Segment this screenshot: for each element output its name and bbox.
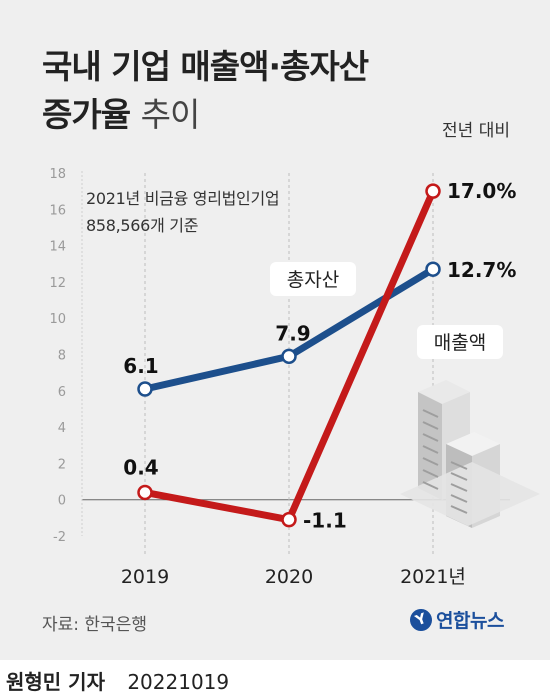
data-label: 7.9 xyxy=(275,321,310,345)
building-illustration xyxy=(400,380,540,528)
x-tick-label: 2020 xyxy=(265,566,313,588)
series-name: 총자산 xyxy=(287,269,339,291)
building-window xyxy=(450,505,468,514)
series-points xyxy=(137,183,441,528)
y-tick-label: 12 xyxy=(49,276,66,291)
agency-logo: Y 연합뉴스 xyxy=(406,605,504,634)
title-line-1: 국내 기업 매출액·총자산 xyxy=(42,47,369,86)
y-tick-label: -2 xyxy=(53,530,66,545)
publish-date: 20221019 xyxy=(127,670,230,694)
callout-box xyxy=(417,325,503,359)
data-point xyxy=(425,183,441,199)
data-point xyxy=(137,484,153,501)
building-window xyxy=(422,445,439,454)
building-window xyxy=(450,461,468,470)
y-tick-label: 10 xyxy=(49,312,66,327)
y-tick-label: 0 xyxy=(58,494,66,509)
note-line-2: 858,566개 기준 xyxy=(86,216,199,235)
y-tick-label: 8 xyxy=(58,349,66,364)
building-window xyxy=(450,472,468,481)
chart-title: 국내 기업 매출액·총자산 xyxy=(42,40,369,88)
callout-box xyxy=(270,262,356,296)
building-window xyxy=(422,457,439,466)
chart-title-line-2: 증가율 추이 xyxy=(42,88,201,136)
line-chart: 18 16 14 12 10 8 6 4 2 0 -2 2019 2020 2021년 6.1 7.9 12… xyxy=(49,167,540,588)
building-window xyxy=(422,421,439,430)
byline: 원형민 기자 20221019 xyxy=(6,666,229,695)
y-tick-label: 18 xyxy=(49,167,66,182)
point-labels: 6.1 7.9 12.7% 0.4 -1.1 17.0% xyxy=(123,179,516,533)
y-tick-label: 6 xyxy=(58,385,66,400)
reporter-name: 원형민 기자 xyxy=(6,670,105,694)
agency-logo-icon: Y xyxy=(406,605,436,634)
data-point xyxy=(425,261,441,277)
data-point xyxy=(281,348,297,365)
data-label: 12.7% xyxy=(447,258,516,282)
data-point xyxy=(281,511,297,528)
y-tick-label: 4 xyxy=(58,421,66,436)
note-line-1: 2021년 비금융 영리법인기업 xyxy=(86,189,280,208)
y-tick-label: 2 xyxy=(58,457,66,472)
agency-logo-text: 연합뉴스 xyxy=(436,610,504,632)
y-axis-ticks: 18 16 14 12 10 8 6 4 2 0 -2 xyxy=(49,167,66,545)
y-tick-label: 14 xyxy=(49,240,66,255)
infographic-card: 국내 기업 매출액·총자산 증가율 추이 전년 대비 18 16 14 12 10 8 6 4… xyxy=(0,0,550,660)
source-text: 자료: 한국은행 xyxy=(42,615,147,635)
x-tick-label: 2019 xyxy=(121,566,169,588)
title-line-2-bold: 증가율 xyxy=(42,95,131,134)
data-label: 6.1 xyxy=(123,354,158,378)
data-label: 17.0% xyxy=(447,179,516,203)
x-tick-label: 2021년 xyxy=(400,566,466,588)
series-callout: 매출액 xyxy=(417,325,503,359)
title-line-2-light: 추이 xyxy=(140,95,201,134)
building-window xyxy=(422,481,439,490)
series-callout: 총자산 xyxy=(270,262,356,296)
building-window xyxy=(450,494,468,503)
y-tick-label: 16 xyxy=(49,203,66,218)
series-name: 매출액 xyxy=(434,332,486,354)
data-label: 0.4 xyxy=(123,455,158,479)
building-window xyxy=(422,469,439,478)
unit-label: 전년 대비 xyxy=(442,121,510,141)
building-window xyxy=(422,409,439,418)
data-label: -1.1 xyxy=(303,509,347,533)
building-window xyxy=(450,483,468,492)
building-window xyxy=(422,433,439,442)
data-point xyxy=(137,381,153,397)
